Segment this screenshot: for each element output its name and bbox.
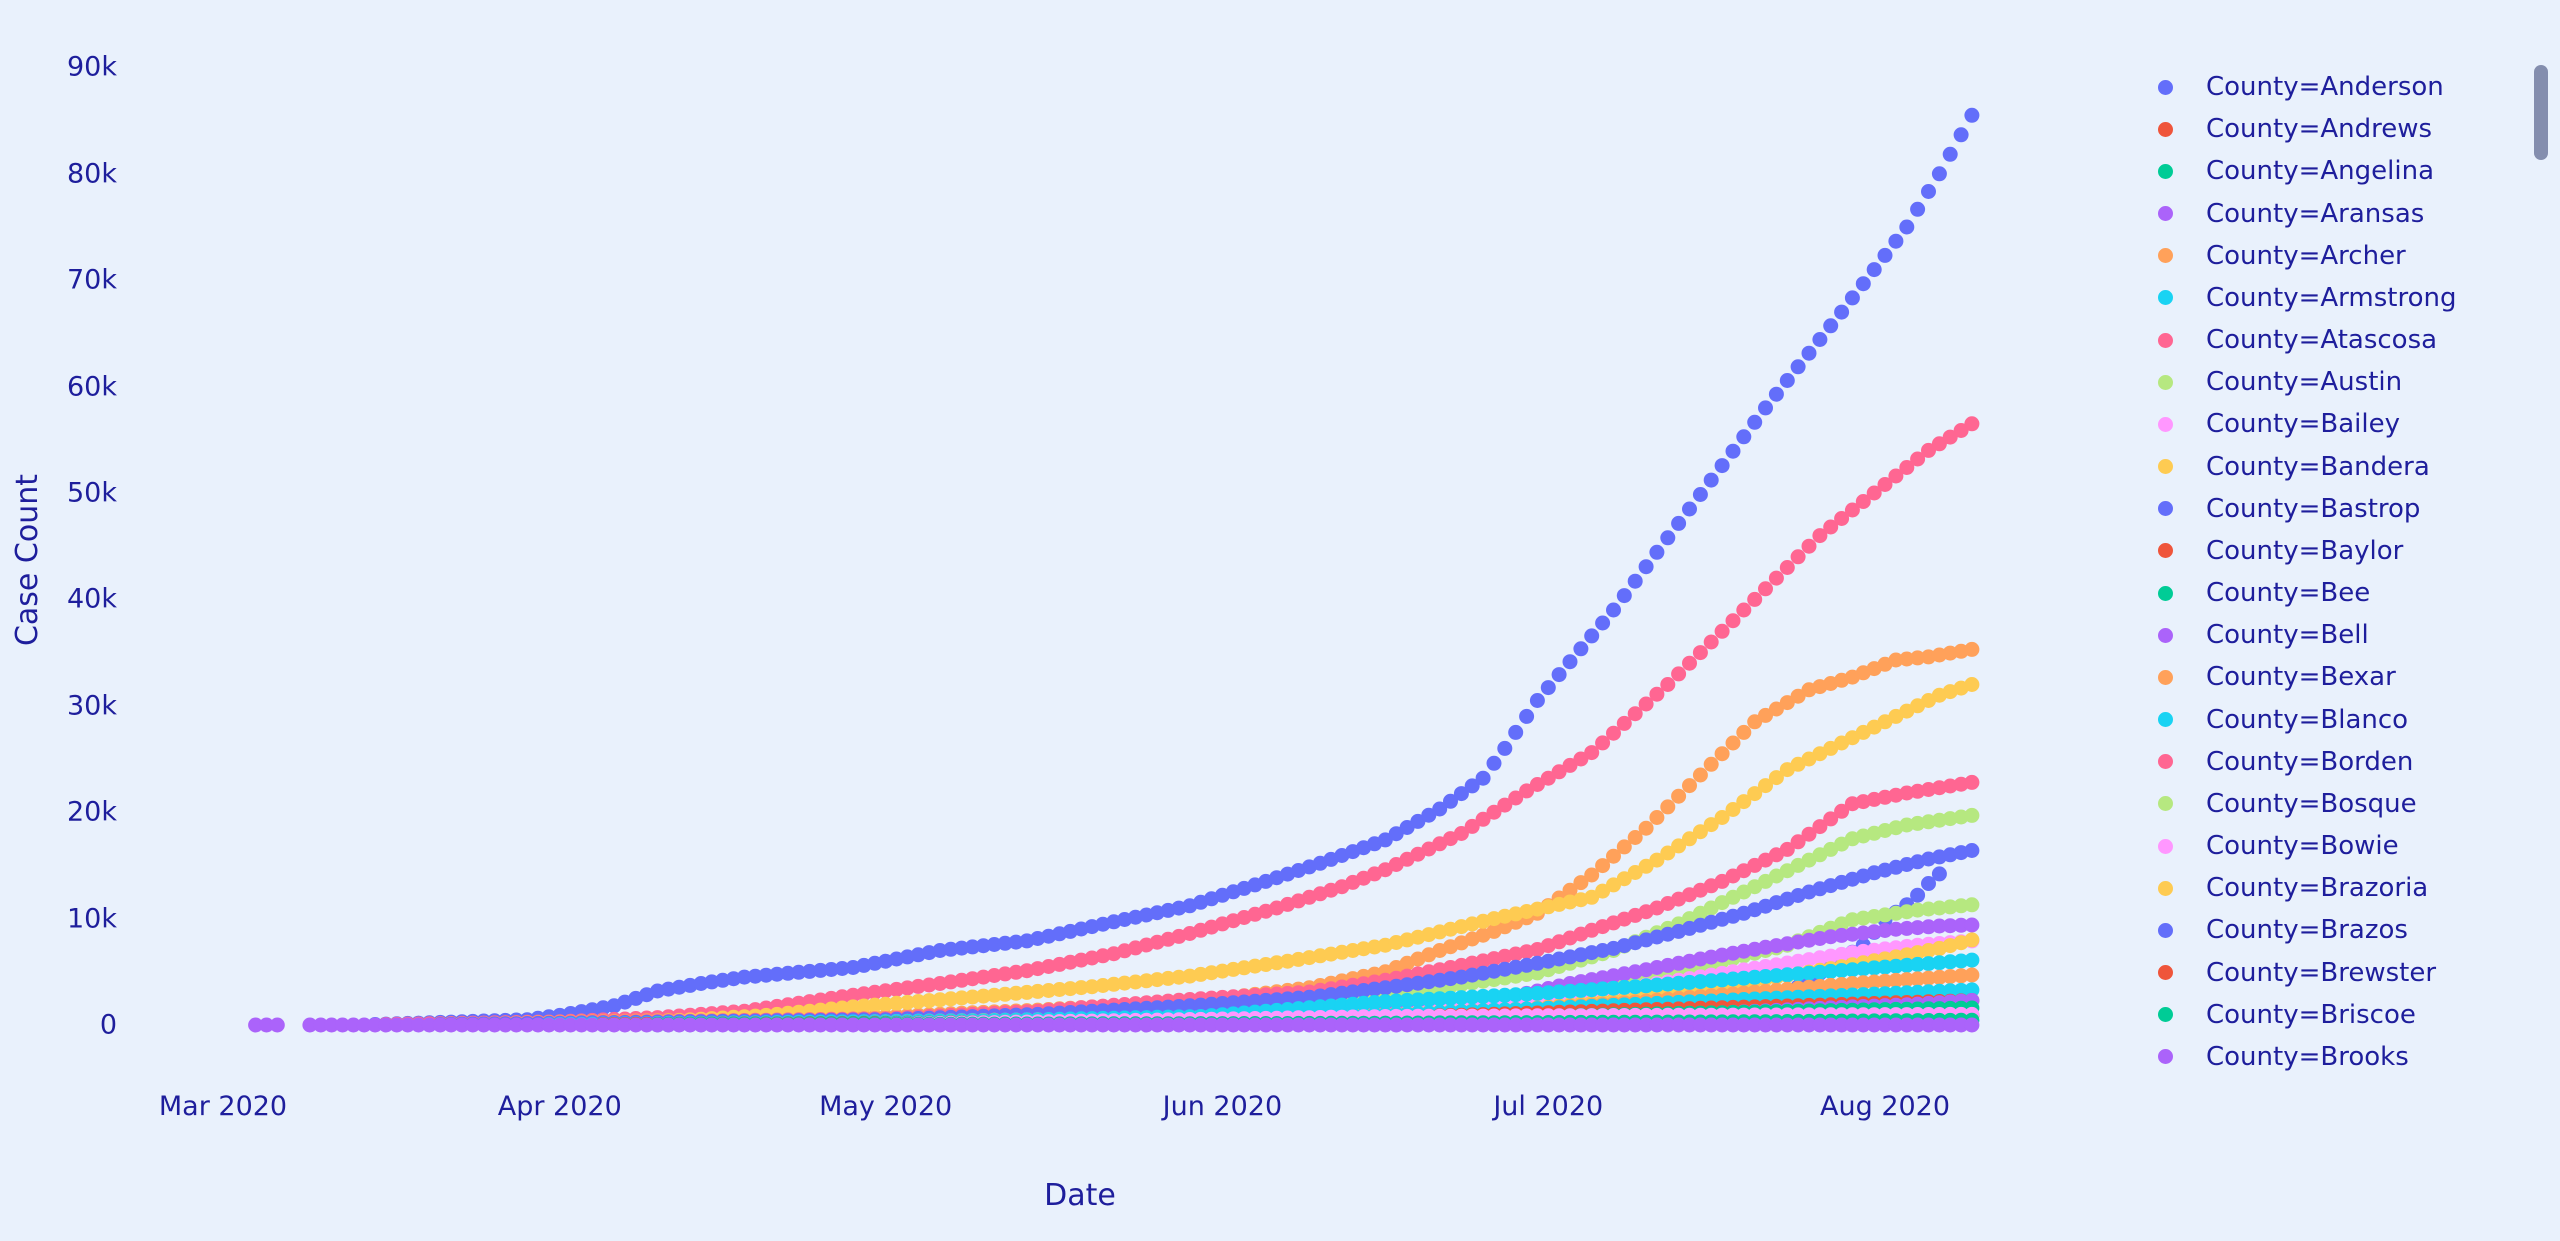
legend-item-anderson[interactable]: County=Anderson	[2150, 66, 2444, 108]
series-purple-zero-cluster2[interactable]	[302, 1017, 372, 1033]
legend-marker-icon	[2158, 585, 2173, 601]
legend-item-brooks[interactable]: County=Brooks	[2150, 1036, 2409, 1078]
legend-marker-icon	[2158, 459, 2173, 475]
legend-item-armstrong[interactable]: County=Armstrong	[2150, 277, 2456, 319]
series-pink-main[interactable]	[378, 416, 1980, 1032]
legend-item-label: County=Bexar	[2206, 662, 2396, 693]
legend-item-bowie[interactable]: County=Bowie	[2150, 825, 2399, 867]
legend-marker-icon	[2158, 880, 2173, 896]
y-tick-label: 10k	[67, 903, 117, 935]
legend-marker-icon	[2158, 712, 2173, 728]
legend-item-label: County=Atascosa	[2206, 325, 2438, 356]
series-purple-zero-cluster1[interactable]	[248, 1017, 285, 1033]
legend-item-label: County=Brazoria	[2206, 873, 2429, 904]
y-tick-label: 20k	[67, 796, 117, 828]
legend-item-label: County=Andrews	[2206, 114, 2433, 145]
legend-item-label: County=Brazos	[2206, 915, 2408, 946]
legend-item-label: County=Angelina	[2206, 156, 2435, 187]
legend-marker-icon	[2158, 290, 2173, 306]
legend-item-label: County=Borden	[2206, 746, 2414, 777]
x-tick-label: Apr 2020	[497, 1091, 622, 1122]
y-tick-label: 0	[99, 1009, 117, 1041]
legend-item-brazos[interactable]: County=Brazos	[2150, 909, 2408, 951]
legend-item-label: County=Bandera	[2206, 451, 2430, 482]
legend-marker-icon	[2158, 669, 2173, 685]
legend-item-bailey[interactable]: County=Bailey	[2150, 403, 2400, 445]
legend-item-bell[interactable]: County=Bell	[2150, 614, 2369, 656]
legend-item-label: County=Bastrop	[2206, 493, 2421, 524]
legend-item-label: County=Bell	[2206, 620, 2369, 651]
legend-item-label: County=Bowie	[2206, 831, 2399, 862]
legend-item-label: County=Brewster	[2206, 957, 2437, 988]
legend-marker-icon	[2158, 627, 2173, 643]
series-purple-zero-baseline[interactable]	[367, 1017, 1980, 1033]
x-tick-label: Mar 2020	[158, 1091, 288, 1122]
legend-marker-icon	[2158, 501, 2173, 517]
legend-item-bee[interactable]: County=Bee	[2150, 572, 2370, 614]
legend-marker-icon	[2158, 754, 2173, 770]
legend-item-label: County=Baylor	[2206, 535, 2404, 566]
legend-marker-icon	[2158, 248, 2173, 264]
legend-item-label: County=Archer	[2206, 240, 2406, 271]
y-axis-tick-labels: 0 10k 20k 30k 40k 50k 60k 70k 80k 90k	[0, 0, 117, 1241]
legend-marker-icon	[2158, 416, 2173, 432]
x-tick-label: Jun 2020	[1162, 1091, 1283, 1122]
legend-marker-icon	[2158, 374, 2173, 390]
legend-item-label: County=Armstrong	[2206, 282, 2457, 313]
legend-marker-icon	[2158, 332, 2173, 348]
legend-marker-icon	[2158, 965, 2173, 981]
legend-item-label: County=Blanco	[2206, 704, 2409, 735]
y-tick-label: 80k	[67, 158, 117, 190]
legend-marker-icon	[2158, 1007, 2173, 1023]
legend-item-bosque[interactable]: County=Bosque	[2150, 783, 2417, 825]
legend-marker-icon	[2158, 163, 2173, 179]
legend-item-atascosa[interactable]: County=Atascosa	[2150, 319, 2437, 361]
legend-marker-icon	[2158, 922, 2173, 938]
legend-item-archer[interactable]: County=Archer	[2150, 235, 2406, 277]
y-tick-label: 40k	[67, 583, 117, 615]
legend-scrollbar-thumb[interactable]	[2534, 65, 2548, 160]
x-tick-label: May 2020	[819, 1091, 953, 1122]
legend-item-brazoria[interactable]: County=Brazoria	[2150, 867, 2428, 909]
legend-marker-icon	[2158, 79, 2173, 95]
legend-marker-icon	[2158, 796, 2173, 812]
legend-marker-icon	[2158, 1049, 2173, 1065]
legend-marker-icon	[2158, 543, 2173, 559]
y-tick-label: 70k	[67, 264, 117, 296]
x-tick-label: Aug 2020	[1820, 1091, 1951, 1122]
legend-item-austin[interactable]: County=Austin	[2150, 361, 2402, 403]
legend-marker-icon	[2158, 206, 2173, 221]
legend-item-blanco[interactable]: County=Blanco	[2150, 699, 2408, 741]
y-tick-label: 30k	[67, 690, 117, 722]
legend-item-label: County=Austin	[2206, 367, 2403, 398]
legend-marker-icon	[2158, 121, 2173, 137]
y-tick-label: 90k	[67, 51, 117, 83]
legend-item-bexar[interactable]: County=Bexar	[2150, 656, 2396, 698]
legend-item-label: County=Bosque	[2206, 788, 2417, 819]
legend-item-label: County=Bailey	[2206, 409, 2400, 440]
legend-item-label: County=Aransas	[2206, 198, 2425, 229]
legend-item-label: County=Briscoe	[2206, 999, 2416, 1030]
legend-item-label: County=Anderson	[2206, 72, 2444, 102]
legend-marker-icon	[2158, 838, 2173, 854]
x-axis-tick-labels: Mar 2020 Apr 2020 May 2020 Jun 2020 Jul 2020…	[0, 1093, 2560, 1123]
x-axis-title: Date	[1044, 1178, 1116, 1213]
legend-item-bandera[interactable]: County=Bandera	[2150, 446, 2430, 488]
legend-item-aransas[interactable]: County=Aransas	[2150, 193, 2424, 235]
legend-item-brewster[interactable]: County=Brewster	[2150, 952, 2436, 994]
x-tick-label: Jul 2020	[1493, 1091, 1604, 1122]
y-tick-label: 50k	[67, 477, 117, 509]
y-tick-label: 60k	[67, 371, 117, 403]
legend-item-angelina[interactable]: County=Angelina	[2150, 150, 2434, 192]
legend-item-label: County=Brooks	[2206, 1041, 2409, 1072]
legend-item-borden[interactable]: County=Borden	[2150, 741, 2413, 783]
y-axis-title: Case Count	[10, 473, 45, 647]
legend-item-andrews[interactable]: County=Andrews	[2150, 108, 2432, 150]
legend-item-briscoe[interactable]: County=Briscoe	[2150, 994, 2416, 1036]
legend-item-baylor[interactable]: County=Baylor	[2150, 530, 2403, 572]
legend-item-bastrop[interactable]: County=Bastrop	[2150, 488, 2420, 530]
legend-item-label: County=Bee	[2206, 578, 2371, 609]
